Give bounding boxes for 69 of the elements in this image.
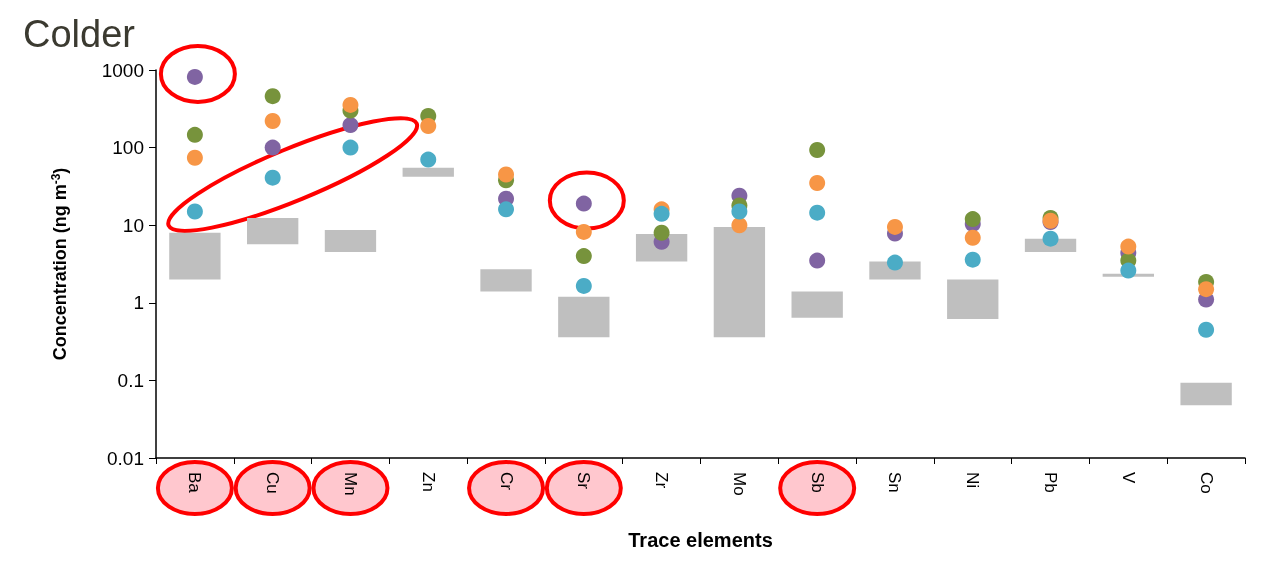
bar [324,229,377,253]
y-tick-label: 1000 [101,59,144,81]
point [264,113,281,130]
y-tick-label: 1 [133,292,144,314]
bar [791,291,843,318]
bar [247,217,299,245]
point [498,201,515,218]
bar [480,269,532,292]
point [264,88,281,105]
bar [558,296,610,338]
x-tick-label: Cr [496,472,516,491]
x-tick-label: Mn [340,472,360,496]
point [342,117,359,134]
point [186,149,203,166]
x-tick-label: Cu [263,472,283,494]
point [186,68,203,85]
point [886,218,903,235]
point [731,217,748,234]
point [809,174,826,191]
bar [713,227,766,338]
x-tick-label: Zn [418,472,438,492]
point [809,204,826,221]
point [809,142,826,159]
point [1120,238,1137,255]
y-axis-title: Concentration (ng m-3) [49,167,70,361]
y-tick-label: 0.1 [117,369,144,391]
x-tick-label: Co [1196,472,1216,494]
y-tick-label: 10 [122,214,144,236]
point [1120,262,1137,279]
point [809,252,826,269]
point [186,126,203,143]
point [186,203,203,220]
x-tick-label: Sn [885,472,905,493]
chart-title: Colder [23,13,136,55]
x-tick-label: Ba [185,472,205,494]
y-tick-label: 100 [112,137,144,159]
bar [169,232,221,280]
point [653,205,670,222]
point [964,211,981,228]
point [1198,281,1215,298]
point [575,195,592,212]
point [653,224,670,241]
point [575,248,592,265]
point [1198,321,1215,338]
point [264,139,281,156]
x-tick-label: Pb [1041,472,1061,493]
point [575,277,592,294]
point [420,151,437,168]
x-tick-label: Sr [574,472,594,490]
point [964,229,981,246]
point [731,203,748,220]
bar [1180,382,1232,406]
x-tick-label: V [1118,472,1138,484]
x-tick-label: Ni [963,472,983,489]
x-axis-title: Trace elements [628,529,773,551]
bar [947,279,999,319]
point [1042,230,1059,247]
point [420,117,437,134]
point [964,251,981,268]
x-tick-label: Sb [807,472,827,493]
point [264,169,281,186]
point [342,139,359,156]
point [342,96,359,113]
point [498,166,515,183]
x-tick-label: Zr [652,472,672,489]
x-tick-label: Mo [729,472,749,496]
bar [402,167,454,177]
point [575,223,592,240]
y-tick-label: 0.01 [107,447,144,469]
